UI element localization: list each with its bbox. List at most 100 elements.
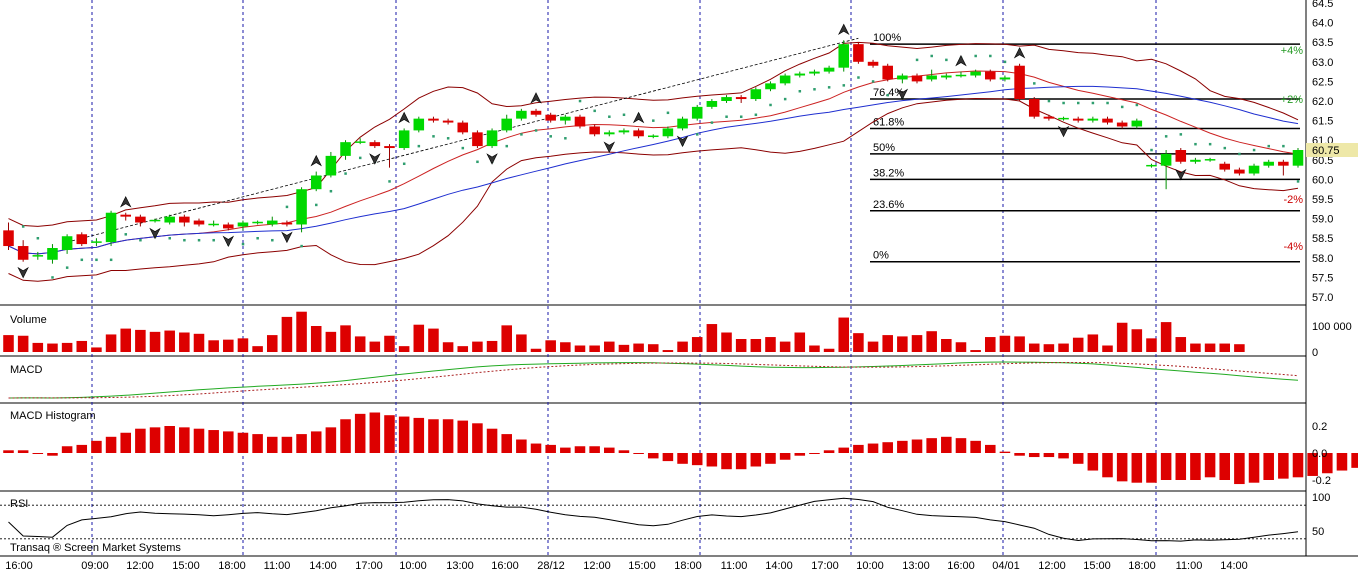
macd-signal-line (8, 362, 1299, 399)
x-tick-label: 14:00 (1220, 560, 1248, 572)
sar-dot (652, 119, 655, 122)
histogram-bar (1322, 453, 1333, 474)
volume-bar (1190, 343, 1201, 352)
volume-bar (794, 332, 806, 352)
histogram-bar (1307, 453, 1318, 476)
candle-body (1190, 159, 1201, 162)
candle-body (853, 44, 864, 62)
candle-body (779, 75, 791, 84)
sar-dot (1033, 82, 1036, 85)
candle-body (882, 65, 893, 80)
candle-body (1160, 153, 1172, 166)
sar-dot (1238, 152, 1241, 156)
volume-bar (721, 332, 732, 352)
sar-dot (857, 76, 860, 79)
histogram-bar (1351, 453, 1358, 468)
sar-dot (124, 233, 128, 236)
histogram-bar (853, 444, 864, 453)
volume-bar (750, 339, 762, 352)
volume-bar (193, 333, 205, 352)
histogram-bar (1278, 453, 1289, 479)
histogram-bar (1292, 453, 1304, 478)
histogram-bar (442, 419, 454, 453)
sar-dot (271, 238, 274, 242)
sar-dot (183, 238, 186, 242)
volume-bar (706, 324, 718, 352)
histogram-bar (325, 427, 337, 453)
candle-body (1028, 99, 1040, 117)
histogram-bar (633, 453, 644, 454)
candle-body (735, 97, 747, 100)
sar-dot (696, 133, 699, 136)
histogram-bar (560, 447, 571, 453)
histogram-bar (354, 413, 366, 453)
sar-dot (1091, 101, 1095, 105)
macd-pane: MACD (8, 361, 1299, 399)
fractal-up-arrow (530, 92, 542, 104)
x-tick-label: 18:00 (1128, 560, 1156, 572)
histogram-bar (941, 436, 952, 453)
histogram-bar (867, 443, 879, 453)
candle-body (809, 71, 820, 74)
sar-dot (1120, 105, 1124, 109)
histogram-bar (384, 415, 395, 453)
histogram-bar (1234, 453, 1245, 485)
histogram-bar (999, 451, 1011, 453)
histogram-bar (1043, 453, 1055, 458)
volume-bar (398, 346, 410, 352)
volume-bar (765, 337, 776, 352)
volume-bar (149, 331, 161, 352)
volume-bar (223, 339, 234, 352)
x-tick-label: 15:00 (1083, 560, 1111, 572)
volume-bar (3, 335, 14, 352)
volume-tick-label: 100 000 (1312, 321, 1352, 333)
histogram-bar (691, 453, 703, 466)
candle-body (897, 75, 908, 80)
histogram-bar (1072, 453, 1084, 464)
histogram-bar (735, 453, 747, 470)
histogram-bar (516, 439, 527, 453)
histogram-bar (647, 453, 659, 459)
y-tick-label: 60.5 (1312, 155, 1333, 167)
sar-dot (1208, 142, 1212, 146)
histogram-bar (428, 419, 439, 453)
histogram-bar (223, 431, 234, 453)
histogram-bar (1190, 453, 1201, 480)
x-tick-label: 04/01 (992, 560, 1020, 572)
candle-body (76, 234, 88, 245)
sar-dot (1267, 144, 1270, 148)
sar-dot (930, 54, 933, 58)
histogram-bar (618, 450, 630, 453)
sar-dot (1164, 135, 1168, 138)
x-tick-label: 17:00 (355, 560, 383, 572)
volume-bar (369, 341, 381, 352)
x-tick-label: 14:00 (309, 560, 337, 572)
histogram-bar (1014, 453, 1025, 456)
histogram-bar (970, 440, 981, 453)
candle-body (428, 118, 439, 121)
candle-body (164, 216, 175, 223)
y-tick-label: 60.0 (1312, 174, 1333, 186)
moving-average-fast (8, 70, 1299, 255)
fractal-down-arrow (603, 141, 616, 153)
sar-dot (1076, 101, 1080, 105)
sar-dot (1282, 144, 1285, 148)
volume-bar (164, 330, 175, 352)
volume-bar (47, 343, 58, 352)
trend-line (67, 37, 859, 243)
volume-bar (413, 324, 425, 352)
volume-bar (560, 342, 571, 352)
candle-body (589, 126, 600, 135)
x-tick-label: 15:00 (628, 560, 656, 572)
fib-level-label: 76.4% (873, 87, 904, 99)
sar-dot (974, 54, 977, 58)
candle-body (105, 212, 117, 243)
volume-bar (91, 347, 102, 352)
y-tick-label: 57.0 (1312, 292, 1333, 304)
candle-body (1263, 161, 1274, 166)
sar-dot (1135, 103, 1139, 107)
histogram-bar (838, 447, 850, 453)
fractal-down-arrow (486, 153, 498, 165)
fractal-down-arrow (1057, 125, 1070, 138)
x-tick-label: 18:00 (674, 560, 702, 572)
